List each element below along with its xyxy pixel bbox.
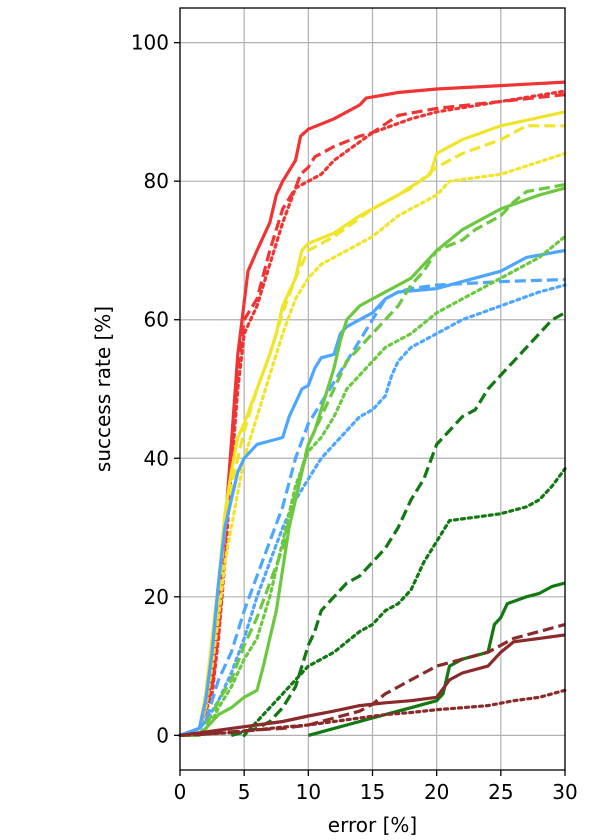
series-line-15 <box>242 467 567 737</box>
y-tick-label: 60 <box>144 308 169 332</box>
y-tick-label: 0 <box>156 723 169 747</box>
y-tick-label: 100 <box>131 31 169 55</box>
series-line-13 <box>307 581 566 737</box>
x-tick-label: 10 <box>296 780 321 804</box>
tick-marks <box>174 41 566 776</box>
x-axis-label: error [%] <box>328 813 417 837</box>
series-line-9 <box>178 283 567 737</box>
x-tick-label: 15 <box>360 780 385 804</box>
y-tick-label: 80 <box>144 169 169 193</box>
series-line-12 <box>178 235 567 737</box>
series-line-6 <box>178 151 567 737</box>
x-tick-label: 0 <box>174 780 187 804</box>
series-line-14 <box>230 311 566 737</box>
y-tick-labels: 0 20 40 60 80 100 <box>131 31 169 748</box>
series-line-8 <box>179 277 566 737</box>
y-axis-label: success rate [%] <box>91 306 115 472</box>
x-tick-labels: 0 5 10 15 20 25 30 <box>174 780 578 804</box>
series-line-3 <box>178 89 567 737</box>
y-tick-label: 20 <box>144 585 169 609</box>
y-tick-label: 40 <box>144 446 169 470</box>
series-line-11 <box>180 183 566 737</box>
series-lines <box>178 80 567 737</box>
series-line-10 <box>180 186 566 737</box>
x-tick-label: 25 <box>488 780 513 804</box>
series-line-16 <box>179 633 566 737</box>
x-tick-label: 30 <box>552 780 577 804</box>
series-line-18 <box>178 688 567 737</box>
x-tick-label: 20 <box>424 780 449 804</box>
x-tick-label: 5 <box>238 780 251 804</box>
